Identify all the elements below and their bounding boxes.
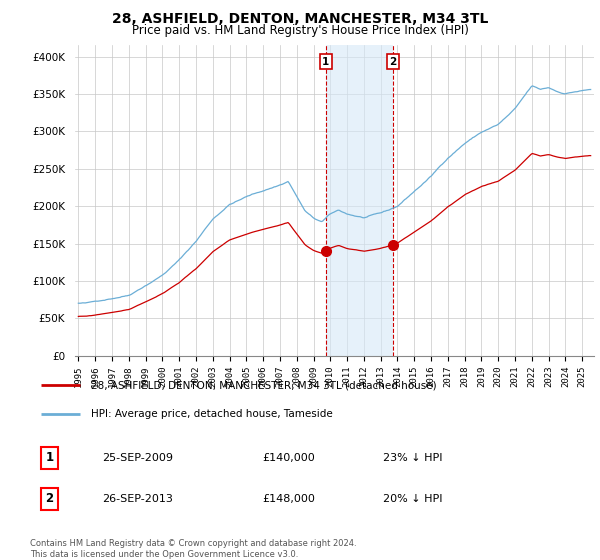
Text: Price paid vs. HM Land Registry's House Price Index (HPI): Price paid vs. HM Land Registry's House … — [131, 24, 469, 36]
Text: Contains HM Land Registry data © Crown copyright and database right 2024.
This d: Contains HM Land Registry data © Crown c… — [30, 539, 356, 559]
Text: 1: 1 — [45, 451, 53, 464]
Text: 20% ↓ HPI: 20% ↓ HPI — [383, 494, 443, 504]
Text: 28, ASHFIELD, DENTON, MANCHESTER, M34 3TL: 28, ASHFIELD, DENTON, MANCHESTER, M34 3T… — [112, 12, 488, 26]
Text: £140,000: £140,000 — [262, 453, 314, 463]
Text: £148,000: £148,000 — [262, 494, 315, 504]
Text: 23% ↓ HPI: 23% ↓ HPI — [383, 453, 443, 463]
Text: HPI: Average price, detached house, Tameside: HPI: Average price, detached house, Tame… — [91, 409, 332, 419]
Text: 25-SEP-2009: 25-SEP-2009 — [102, 453, 173, 463]
Text: 2: 2 — [389, 57, 397, 67]
Bar — [326, 45, 393, 356]
Text: 2: 2 — [45, 492, 53, 505]
Text: 26-SEP-2013: 26-SEP-2013 — [102, 494, 173, 504]
Text: 1: 1 — [322, 57, 329, 67]
Text: 28, ASHFIELD, DENTON, MANCHESTER, M34 3TL (detached house): 28, ASHFIELD, DENTON, MANCHESTER, M34 3T… — [91, 380, 436, 390]
